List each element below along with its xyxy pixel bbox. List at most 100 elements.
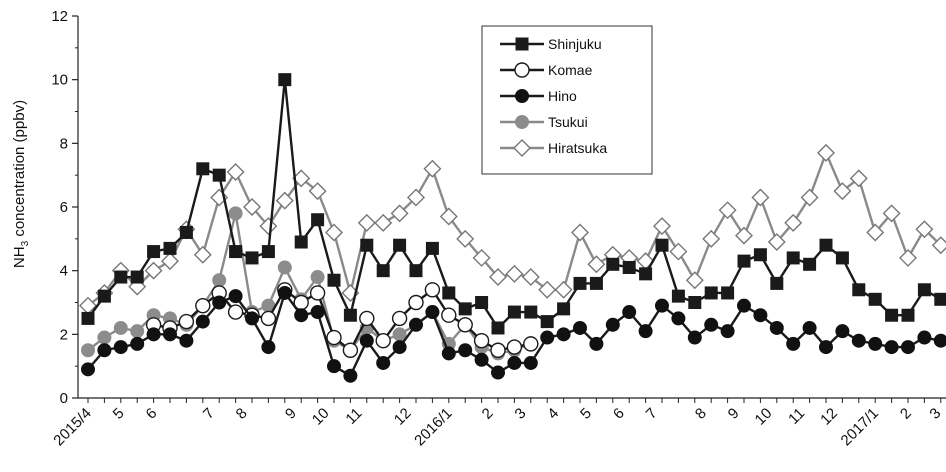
data-point-hino <box>704 317 719 332</box>
y-tick-label: 0 <box>60 390 68 407</box>
data-point-hiratsuka <box>702 229 721 248</box>
data-point-komae <box>227 304 244 320</box>
data-point-hiratsuka <box>571 223 589 242</box>
data-point-hiratsuka <box>357 213 376 232</box>
x-tick-label: 12 <box>817 405 841 429</box>
data-point-hino <box>556 327 571 342</box>
data-point-shinjuku <box>261 245 275 259</box>
data-point-shinjuku <box>458 302 472 316</box>
data-point-hiratsuka <box>226 162 245 181</box>
data-point-hiratsuka <box>915 220 934 239</box>
y-tick-label: 6 <box>60 199 68 216</box>
data-point-shinjuku <box>442 286 456 300</box>
data-point-komae <box>523 336 539 352</box>
x-tick-label: 2017/1 <box>838 405 882 449</box>
legend-marker <box>514 62 530 78</box>
data-point-hino <box>97 343 112 358</box>
data-point-hiratsuka <box>882 204 901 223</box>
data-point-komae <box>490 342 506 358</box>
data-point-hiratsuka <box>144 261 163 280</box>
data-point-shinjuku <box>507 305 521 319</box>
data-point-shinjuku <box>524 305 538 319</box>
data-point-shinjuku <box>704 286 718 300</box>
data-point-tsukui <box>228 206 243 221</box>
data-point-shinjuku <box>130 270 144 284</box>
data-point-shinjuku <box>606 257 620 271</box>
data-point-hino <box>327 359 341 374</box>
data-point-hino <box>376 355 391 370</box>
data-point-shinjuku <box>671 289 685 303</box>
y-tick-label: 8 <box>60 135 68 152</box>
data-point-shinjuku <box>557 302 571 316</box>
data-point-shinjuku <box>819 238 833 252</box>
data-point-hiratsuka <box>308 182 327 201</box>
data-point-hiratsuka <box>751 188 770 207</box>
data-point-hino <box>491 365 505 380</box>
data-point-hiratsuka <box>505 264 524 283</box>
x-tick-label: 7 <box>200 405 218 423</box>
data-point-shinjuku <box>934 292 946 306</box>
data-point-tsukui <box>212 273 227 288</box>
data-point-hino <box>737 298 751 313</box>
data-point-shinjuku <box>655 238 669 252</box>
data-point-shinjuku <box>589 276 603 290</box>
x-tick-label: 6 <box>610 405 628 423</box>
data-point-hiratsuka <box>669 242 688 261</box>
data-point-hino <box>130 336 145 351</box>
data-point-shinjuku <box>770 276 784 290</box>
data-point-hiratsuka <box>374 213 393 232</box>
data-point-shinjuku <box>425 241 439 255</box>
data-point-hino <box>868 336 883 351</box>
data-point-shinjuku <box>294 235 308 249</box>
data-point-komae <box>309 285 326 301</box>
data-point-hiratsuka <box>653 217 671 236</box>
data-point-komae <box>506 339 523 355</box>
data-point-hino <box>146 327 161 342</box>
data-point-komae <box>391 310 408 327</box>
y-tick-label: 10 <box>51 72 68 89</box>
data-point-shinjuku <box>622 260 636 274</box>
data-point-hino <box>917 330 932 345</box>
data-point-tsukui <box>97 330 112 345</box>
data-point-hiratsuka <box>784 213 803 232</box>
data-point-hino <box>851 333 866 348</box>
data-point-hino <box>261 340 276 355</box>
data-point-hino <box>310 305 325 320</box>
x-tick-label: 6 <box>143 405 161 423</box>
data-point-shinjuku <box>179 225 193 239</box>
data-point-hiratsuka <box>587 255 606 274</box>
data-point-hiratsuka <box>636 252 655 271</box>
data-point-komae <box>195 297 211 314</box>
series-shinjuku <box>81 73 946 335</box>
x-tick-label: 3 <box>512 405 530 423</box>
data-point-hiratsuka <box>800 188 819 207</box>
data-point-hino <box>884 340 899 355</box>
data-point-hino <box>523 355 538 370</box>
legend-marker <box>515 115 529 129</box>
data-point-komae <box>359 310 375 327</box>
data-point-hiratsuka <box>243 198 261 216</box>
data-point-hiratsuka <box>931 236 946 255</box>
data-point-hiratsuka <box>472 248 491 267</box>
data-point-shinjuku <box>81 311 95 325</box>
data-point-komae <box>441 307 457 323</box>
data-point-hino <box>655 298 669 313</box>
y-tick-label: 4 <box>60 263 68 280</box>
data-point-hino <box>277 285 292 300</box>
data-point-hino <box>474 352 489 367</box>
x-tick-label: 8 <box>692 405 710 423</box>
data-point-hiratsuka <box>899 248 917 267</box>
data-point-hino <box>81 362 95 377</box>
series-layer <box>79 73 946 383</box>
data-point-hino <box>753 308 768 323</box>
data-point-hino <box>589 336 604 351</box>
data-point-shinjuku <box>835 251 849 265</box>
data-point-shinjuku <box>721 286 735 300</box>
data-point-hino <box>638 324 653 339</box>
data-point-shinjuku <box>327 273 341 287</box>
x-tick-label: 5 <box>577 405 595 423</box>
y-tick-label: 12 <box>51 8 68 25</box>
data-point-hiratsuka <box>849 169 868 188</box>
